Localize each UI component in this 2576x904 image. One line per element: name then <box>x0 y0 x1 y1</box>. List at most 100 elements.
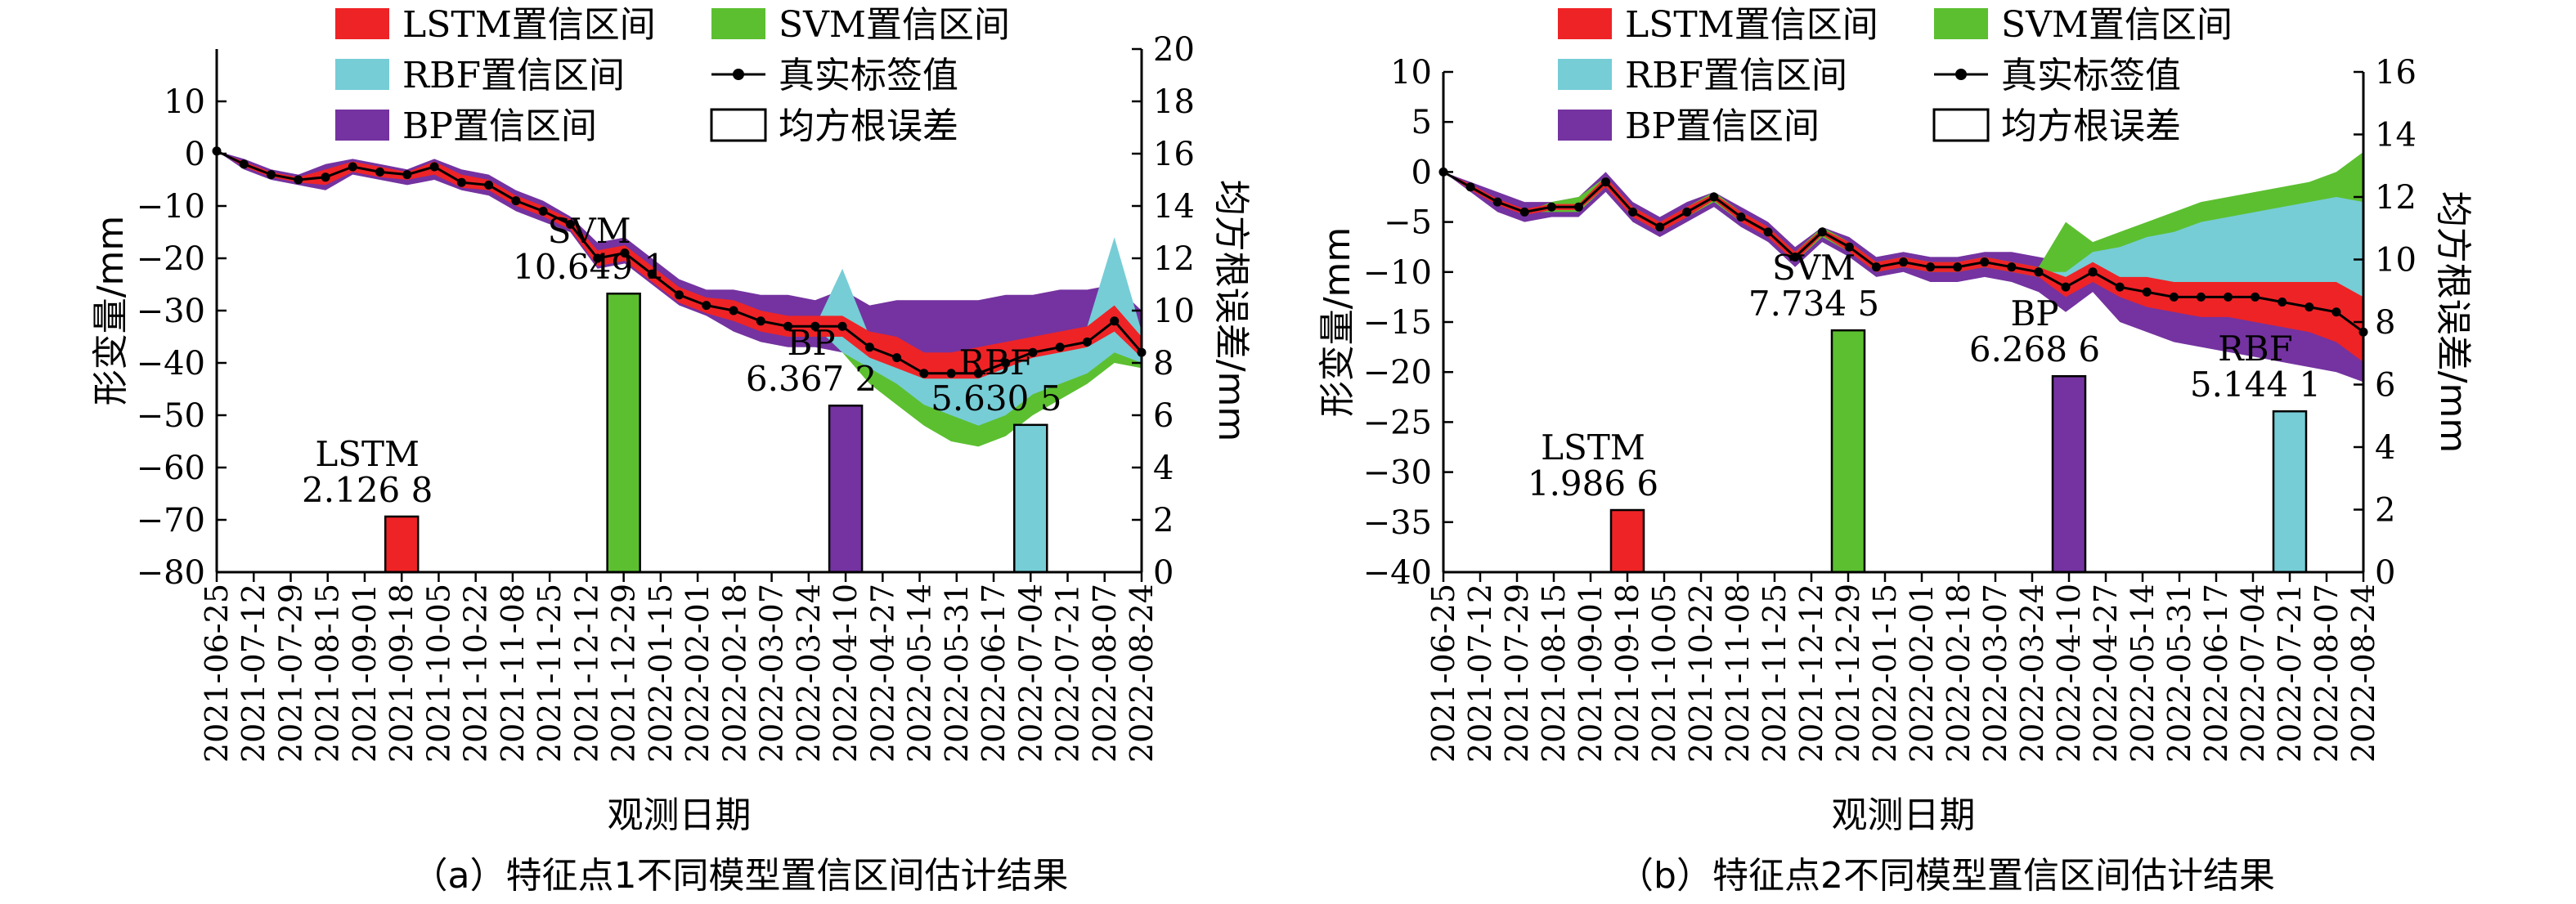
legend-swatch-truth-marker <box>733 69 744 80</box>
rmse-value-label: 1.986 6 <box>1528 463 1658 503</box>
truth-point <box>2304 302 2314 312</box>
truth-point <box>2115 282 2125 292</box>
truth-point <box>1492 197 1502 207</box>
x-tick-label: 2022-04-10 <box>828 584 864 763</box>
legend-label-bp: BP置信区间 <box>402 105 597 147</box>
truth-point <box>2088 267 2098 277</box>
legend-label-truth: 真实标签值 <box>2001 55 2181 96</box>
x-tick-label: 2022-05-14 <box>902 584 938 763</box>
y-tick-label: −40 <box>1363 554 1432 592</box>
legend-label-svm: SVM置信区间 <box>779 4 1010 46</box>
y-tick-label: −80 <box>137 554 205 592</box>
y2-tick-label: 0 <box>2375 554 2395 592</box>
y-tick-label: −40 <box>137 345 205 383</box>
rmse-bar-bp <box>2051 374 2087 574</box>
x-tick-label: 2021-12-29 <box>606 584 642 763</box>
y-tick-label: −10 <box>137 188 205 226</box>
truth-point <box>1465 182 1475 192</box>
x-tick-label: 2022-04-10 <box>2051 584 2087 763</box>
truth-point <box>348 162 357 172</box>
legend-label-lstm: LSTM置信区间 <box>1625 4 1878 46</box>
y-tick-label: −20 <box>1363 354 1432 392</box>
x-tick-label: 2021-11-08 <box>495 584 531 763</box>
truth-point <box>511 196 521 206</box>
x-tick-label: 2021-10-22 <box>458 584 494 763</box>
truth-point <box>1682 207 1692 217</box>
x-tick-label: 2022-07-04 <box>2235 584 2271 763</box>
truth-point <box>892 353 902 363</box>
y2-tick-label: 6 <box>2375 367 2395 405</box>
truth-point <box>1817 227 1827 237</box>
x-tick-label: 2022-07-21 <box>1050 584 1086 763</box>
x-tick-label: 2021-12-12 <box>568 584 604 763</box>
legend-swatch-svm <box>711 8 765 39</box>
rmse-model-label: BP <box>788 323 836 363</box>
y-tick-label: −70 <box>137 502 205 539</box>
truth-point <box>2169 292 2179 302</box>
truth-point <box>1055 342 1065 352</box>
truth-point <box>675 290 684 300</box>
y-axis-title: 形变量/mm <box>1317 227 1358 418</box>
rmse-bar-svm <box>606 292 641 574</box>
x-tick-label: 2021-12-29 <box>1830 584 1866 763</box>
y2-tick-label: 2 <box>2375 492 2395 530</box>
x-tick-label: 2022-02-01 <box>680 584 716 763</box>
y2-tick-label: 18 <box>1153 83 1195 121</box>
truth-point <box>2034 267 2044 277</box>
rmse-bar-rbf <box>1013 423 1048 574</box>
truth-point <box>1953 262 1963 272</box>
x-tick-label: 2022-05-14 <box>2125 584 2161 763</box>
y2-tick-label: 16 <box>2375 54 2417 92</box>
truth-point <box>1709 192 1719 202</box>
truth-point <box>620 248 630 258</box>
panel-caption: （a）特征点1不同模型置信区间估计结果 <box>412 855 1069 897</box>
y-tick-label: −50 <box>137 397 205 435</box>
y2-tick-label: 2 <box>1153 502 1174 539</box>
truth-point <box>375 167 385 177</box>
truth-point <box>2331 307 2341 317</box>
truth-point <box>919 369 929 378</box>
x-tick-label: 2022-03-07 <box>1977 584 2013 763</box>
y-tick-label: −15 <box>1363 304 1432 342</box>
truth-point <box>429 162 439 172</box>
truth-point <box>1871 262 1881 272</box>
truth-point <box>756 316 765 326</box>
truth-point <box>946 369 956 378</box>
x-tick-label: 2022-06-17 <box>976 584 1012 763</box>
truth-point <box>321 172 330 182</box>
y-tick-label: 0 <box>185 136 205 173</box>
x-tick-label: 2021-10-05 <box>420 584 456 763</box>
rmse-bar-svm <box>1830 329 1866 574</box>
x-tick-label: 2021-08-15 <box>1536 584 1572 763</box>
x-tick-label: 2021-06-25 <box>1425 584 1461 763</box>
x-tick-label: 2022-03-24 <box>791 584 827 763</box>
rmse-bar-lstm <box>384 515 420 574</box>
y2-tick-label: 20 <box>1153 31 1195 69</box>
x-tick-label: 2022-07-04 <box>1012 584 1048 763</box>
truth-point <box>1546 202 1556 212</box>
truth-point <box>2196 292 2206 302</box>
rmse-model-label: SVM <box>1772 248 1856 288</box>
truth-point <box>783 321 793 331</box>
y2-tick-label: 16 <box>1153 136 1195 173</box>
x-tick-label: 2021-10-22 <box>1683 584 1719 763</box>
truth-point <box>402 170 412 180</box>
rmse-model-label: SVM <box>548 211 631 251</box>
y2-axis-title: 均方根误差/mm <box>1210 180 1252 442</box>
truth-point <box>810 321 820 331</box>
x-tick-label: 2022-08-07 <box>1087 584 1123 763</box>
truth-point <box>565 219 575 229</box>
truth-point <box>267 170 276 180</box>
y-tick-label: 10 <box>1390 54 1432 92</box>
y2-tick-label: 8 <box>2375 304 2395 342</box>
x-tick-label: 2022-05-31 <box>2161 584 2197 763</box>
x-tick-label: 2021-07-12 <box>236 584 272 763</box>
legend-swatch-lstm <box>335 8 389 39</box>
truth-point <box>1736 212 1746 222</box>
rmse-value-label: 10.649 1 <box>513 247 666 287</box>
x-tick-label: 2022-08-24 <box>1124 584 1160 763</box>
truth-point <box>294 175 303 185</box>
legend-swatch-rbf <box>1558 59 1612 90</box>
truth-point <box>2142 287 2152 297</box>
x-tick-label: 2021-06-25 <box>199 584 235 763</box>
